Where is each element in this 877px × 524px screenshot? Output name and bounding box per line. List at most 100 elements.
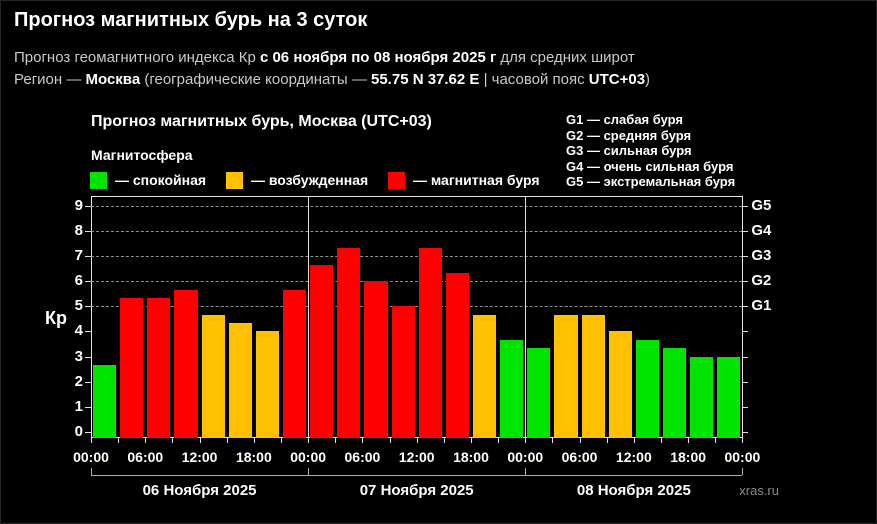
legend-label-excited: — возбужденная <box>251 172 369 188</box>
storm-color-swatch <box>388 171 405 189</box>
x-axis-tick <box>606 438 608 443</box>
y-axis-tick <box>85 356 91 358</box>
x-axis-tick <box>715 438 717 443</box>
y-axis-tick-right <box>742 256 749 258</box>
y-tick-label: 7 <box>74 247 83 265</box>
y-axis-tick <box>85 206 91 208</box>
kp-bar <box>282 289 307 438</box>
x-axis-tick <box>498 438 500 443</box>
y-axis-tick <box>85 406 91 408</box>
x-axis-tick <box>253 438 255 443</box>
date-axis-line <box>91 475 743 476</box>
chart-title: Прогноз магнитных бурь, Москва (UTC+03) <box>91 113 432 130</box>
kp-bar <box>174 289 198 438</box>
region-label: Регион — <box>14 71 86 88</box>
kp-bar <box>635 339 659 438</box>
kp-bar <box>337 247 361 438</box>
x-axis-tick <box>633 438 635 443</box>
x-tick-label: 12:00 <box>398 449 435 465</box>
x-axis-tick <box>308 438 310 443</box>
x-axis-tick <box>118 438 120 443</box>
page-title: Прогноз магнитных бурь на 3 суток <box>14 9 368 31</box>
y-axis-tick <box>85 331 91 333</box>
y-tick-label: 9 <box>74 197 83 215</box>
kp-bar <box>717 356 741 438</box>
date-label: 06 Ноября 2025 <box>142 482 257 499</box>
y-axis-tick-right <box>742 231 749 233</box>
day-separator <box>525 196 527 438</box>
legend-item-storm: — магнитная буря <box>388 171 540 189</box>
g-scale-label: G5 <box>751 197 772 215</box>
y-tick-label: 5 <box>74 297 83 315</box>
subtitle-text: Прогноз геомагнитного индекса Кр <box>14 49 260 66</box>
kp-bar <box>527 348 551 438</box>
x-axis-tick <box>525 438 527 443</box>
watermark: xras.ru <box>739 483 779 498</box>
y-axis-tick <box>85 281 91 283</box>
x-tick-label: 06:00 <box>561 449 598 465</box>
x-axis-tick <box>660 438 662 443</box>
quiet-color-swatch <box>90 171 107 189</box>
kp-bar <box>255 331 279 438</box>
y-axis-tick <box>85 231 91 233</box>
date-label: 08 Ноября 2025 <box>576 482 691 499</box>
kp-bar <box>608 331 632 438</box>
y-axis-tick-right <box>742 206 749 208</box>
region-line: Регион — Москва (географические координа… <box>14 71 650 88</box>
y-axis-tick <box>85 431 91 433</box>
y-axis-tick-right <box>742 381 749 383</box>
x-tick-label: 18:00 <box>453 449 489 465</box>
date-label: 07 Ноября 2025 <box>359 482 474 499</box>
legend-label-quiet: — спокойная <box>115 172 207 188</box>
x-tick-label: 06:00 <box>127 449 164 465</box>
region-line-end: ) <box>645 71 651 88</box>
x-axis-tick <box>172 438 174 443</box>
legend-item-excited: — возбужденная <box>226 171 368 189</box>
date-axis-tick <box>91 468 92 475</box>
x-axis-tick <box>416 438 418 443</box>
subtitle-dates: с 06 ноября по 08 ноября 2025 г <box>259 49 497 66</box>
region-city: Москва <box>85 71 141 88</box>
kp-bar <box>418 247 442 438</box>
y-axis-title: Кр <box>45 308 67 328</box>
x-tick-label: 06:00 <box>344 449 381 465</box>
y-axis-tick <box>85 256 91 258</box>
g-scale-label: G4 <box>751 222 772 240</box>
date-axis-tick <box>742 468 744 475</box>
kp-bar <box>554 314 578 438</box>
kp-bar <box>310 264 334 438</box>
timezone-label: | часовой пояс <box>479 71 589 88</box>
date-axis-tick <box>525 468 527 475</box>
y-tick-label: 2 <box>74 372 83 390</box>
kp-bar <box>228 323 252 438</box>
x-axis-tick <box>280 438 282 443</box>
kp-bar <box>500 339 524 438</box>
y-axis-tick <box>85 381 91 383</box>
plot-area-border <box>91 196 743 438</box>
forecast-subtitle: Прогноз геомагнитного индекса Кр с 06 но… <box>14 49 635 66</box>
g-scale-label: G2 <box>751 272 772 290</box>
x-tick-label: 00:00 <box>724 449 761 465</box>
gridline-kp8 <box>91 231 743 233</box>
g4-legend-line: G4 — очень сильная буря <box>566 158 734 174</box>
gridline-kp5 <box>91 306 743 308</box>
kp-bar <box>445 273 469 438</box>
x-tick-label: 18:00 <box>670 449 707 465</box>
y-axis-tick-right <box>742 306 749 308</box>
x-axis-tick <box>335 438 337 443</box>
x-tick-label: 00:00 <box>73 449 109 465</box>
x-axis-tick <box>742 438 744 443</box>
x-axis-tick <box>389 438 391 443</box>
x-axis-tick <box>91 438 92 443</box>
x-tick-label: 00:00 <box>290 449 327 465</box>
legend-item-quiet: — спокойная <box>90 171 206 189</box>
kp-bar <box>201 314 225 438</box>
kp-bar <box>391 306 415 438</box>
legend-title: Магнитосфера <box>91 147 193 163</box>
y-tick-label: 1 <box>74 397 83 415</box>
g2-legend-line: G2 — средняя буря <box>566 127 692 143</box>
x-tick-label: 12:00 <box>615 449 652 465</box>
y-axis-tick-right <box>742 331 749 333</box>
